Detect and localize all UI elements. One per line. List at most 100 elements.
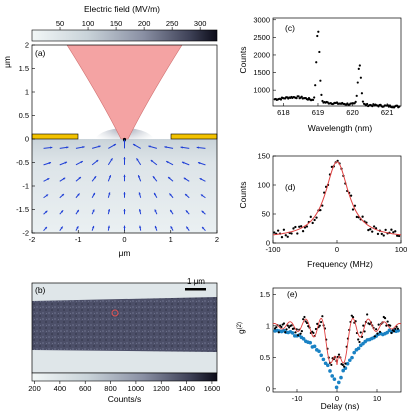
colorbar-tick-label: 600 [79,384,92,393]
linewidth-point [369,228,372,231]
spectrum-point [320,93,323,97]
field-arrow-head [107,209,111,212]
field-arrow-head [152,176,156,179]
field-arrow-head [138,175,141,178]
field-arrow-head [170,226,173,229]
y-tick-label: 1.5 [260,290,270,299]
linewidth-point [351,208,355,211]
field-arrow-head [183,177,187,180]
field-arrow-head [154,209,157,212]
x-tick-label: 0 [122,235,126,244]
y-tick-label: -1 [22,182,29,191]
linewidth-point [301,230,305,233]
electric-field-colorbar-label: Electric field (MV/m) [84,4,160,14]
g2-point [366,313,369,316]
linewidth-point [282,228,286,231]
spectrum-point [354,100,357,103]
linewidth-point [396,234,399,237]
counts-colorbar-ticks: 200 400 600 800 1000 1200 1400 1600 [28,381,220,393]
g2-reference-point [337,380,341,385]
field-arrow-head [164,146,167,149]
g2-point [389,324,392,327]
g2-point [290,324,293,327]
linewidth-point [390,228,393,231]
field-arrow-head [45,210,48,213]
g2-reference-point [317,349,321,354]
field-arrow-head [169,193,172,196]
spectrum-point [371,105,374,108]
field-arrow-head [123,139,126,142]
g2-point [390,331,393,335]
spectrum-point [359,76,362,79]
linewidth-point [300,225,303,228]
field-arrow-head [199,178,203,181]
y-tick-label: 150 [257,152,270,161]
field-arrow-head [123,225,126,228]
y-tick-label: 2000 [253,50,270,59]
field-arrow-head [136,158,139,161]
g2-reference-point [334,385,339,390]
g2-reference-point [350,355,354,360]
linewidth-point [303,226,307,229]
waveguide-stripe [32,297,217,352]
linewidth-point [292,227,295,230]
field-vectors [43,139,206,231]
field-arrow-head [113,144,116,147]
g2-reference-point [345,361,350,366]
axes-frame [272,155,402,244]
emitter-dot [122,137,127,142]
g2-point [359,331,362,334]
spectrum-point [365,102,369,106]
field-arrow-head [133,144,136,147]
spectrum-point [300,95,303,98]
electric-field-colorbar-gradient [31,29,218,42]
g2-point [337,353,341,356]
field-arrow-head [44,226,47,230]
scale-bar-label: 1 μm [187,277,205,286]
linewidth-point [294,225,297,229]
g2-point [285,328,288,331]
field-arrow-head [201,210,204,213]
linewidth-point [371,230,374,233]
spectrum-point [356,81,359,84]
y-tick-label: 0 [266,239,270,248]
field-arrow-head [110,158,113,161]
x-tick-label: 619 [312,108,325,117]
x-tick-label: 0 [335,245,339,254]
counts-colorbar-label: Counts/s [108,394,142,404]
field-arrow-head [150,160,154,163]
linewidth-point [290,232,293,235]
spectrum-point [355,94,358,97]
g2-point [357,338,360,341]
g2-point [286,324,289,327]
spectrum-point [313,96,316,99]
linewidth-point [273,231,276,234]
field-arrow-head [95,160,99,163]
field-arrow-head [93,176,97,179]
colorbar-tick-label: 800 [104,384,117,393]
g2-reference-point [356,346,361,351]
field-arrow-head [198,162,201,165]
x-tick-label: 618 [277,108,290,117]
field-arrow-head [182,161,185,164]
colorbar-tick-label: 1000 [128,384,145,393]
g2-point [302,318,305,321]
panel-d-ylabel: Counts [238,182,248,209]
field-arrow-head [80,161,83,164]
field-arrow-head [45,194,49,197]
lorentzian-fit [272,161,402,236]
g2-point [296,334,300,337]
x-tick-label: -100 [265,245,280,254]
scale-bar [185,288,206,291]
g2-point [314,327,318,331]
g2-point [344,362,347,365]
linewidth-point [355,215,358,219]
y-tick-label: 50 [262,210,270,219]
colorbar-tick-label: 1600 [204,384,221,393]
g2-reference-point [341,368,346,373]
x-tick-label: -2 [29,235,36,244]
g2-point [362,324,365,327]
field-arrow-head [200,194,204,197]
g2-fit [272,318,402,365]
colorbar-tick-label: 300 [194,19,207,28]
